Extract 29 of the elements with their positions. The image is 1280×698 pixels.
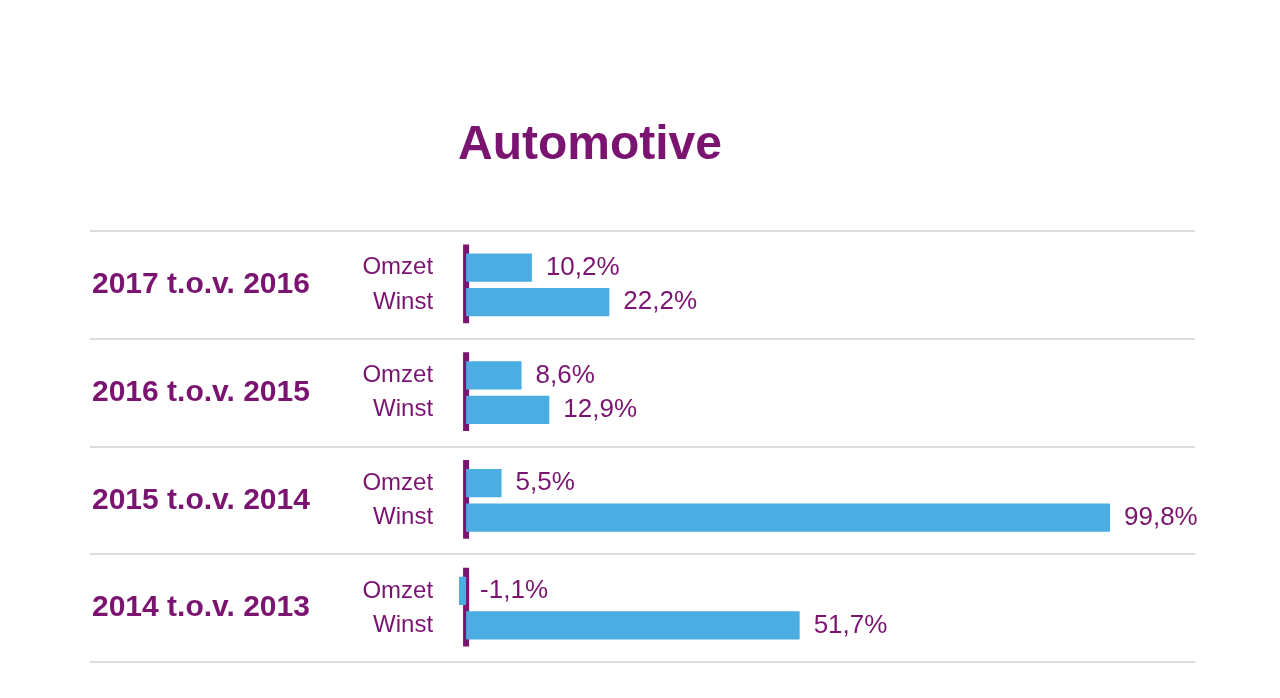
data-label: 10,2% <box>545 250 620 281</box>
text: Winst <box>373 502 434 530</box>
chart-title: Automotive <box>458 116 722 169</box>
series-label: Omzet <box>362 575 434 603</box>
bar <box>466 361 522 390</box>
text: Omzet <box>362 252 434 280</box>
data-label: 8,6% <box>535 358 595 389</box>
bar <box>466 503 1110 532</box>
data-label: 5,5% <box>515 466 575 497</box>
y-tick-label: 2016 t.o.v. 2015 <box>92 373 310 407</box>
data-label: 22,2% <box>623 285 698 316</box>
bar <box>466 395 550 424</box>
text: Omzet <box>362 467 434 495</box>
text: Winst <box>373 609 434 637</box>
data-label: -1,1% <box>480 574 549 605</box>
data-label: 12,9% <box>563 393 638 424</box>
text: Omzet <box>362 360 434 388</box>
y-tick-label: 2015 t.o.v. 2014 <box>92 481 311 515</box>
y-tick-label: 2017 t.o.v. 2016 <box>92 266 310 300</box>
data-label: 99,8% <box>1124 500 1198 531</box>
bar <box>459 576 467 606</box>
bar <box>466 287 610 317</box>
bar <box>466 469 502 498</box>
text: Winst <box>373 394 434 422</box>
bar <box>466 611 800 640</box>
y-tick-label: 2014 t.o.v. 2013 <box>92 589 310 623</box>
series-label: Winst <box>373 286 434 314</box>
data-label: 51,7% <box>813 608 888 639</box>
bar <box>466 253 532 282</box>
